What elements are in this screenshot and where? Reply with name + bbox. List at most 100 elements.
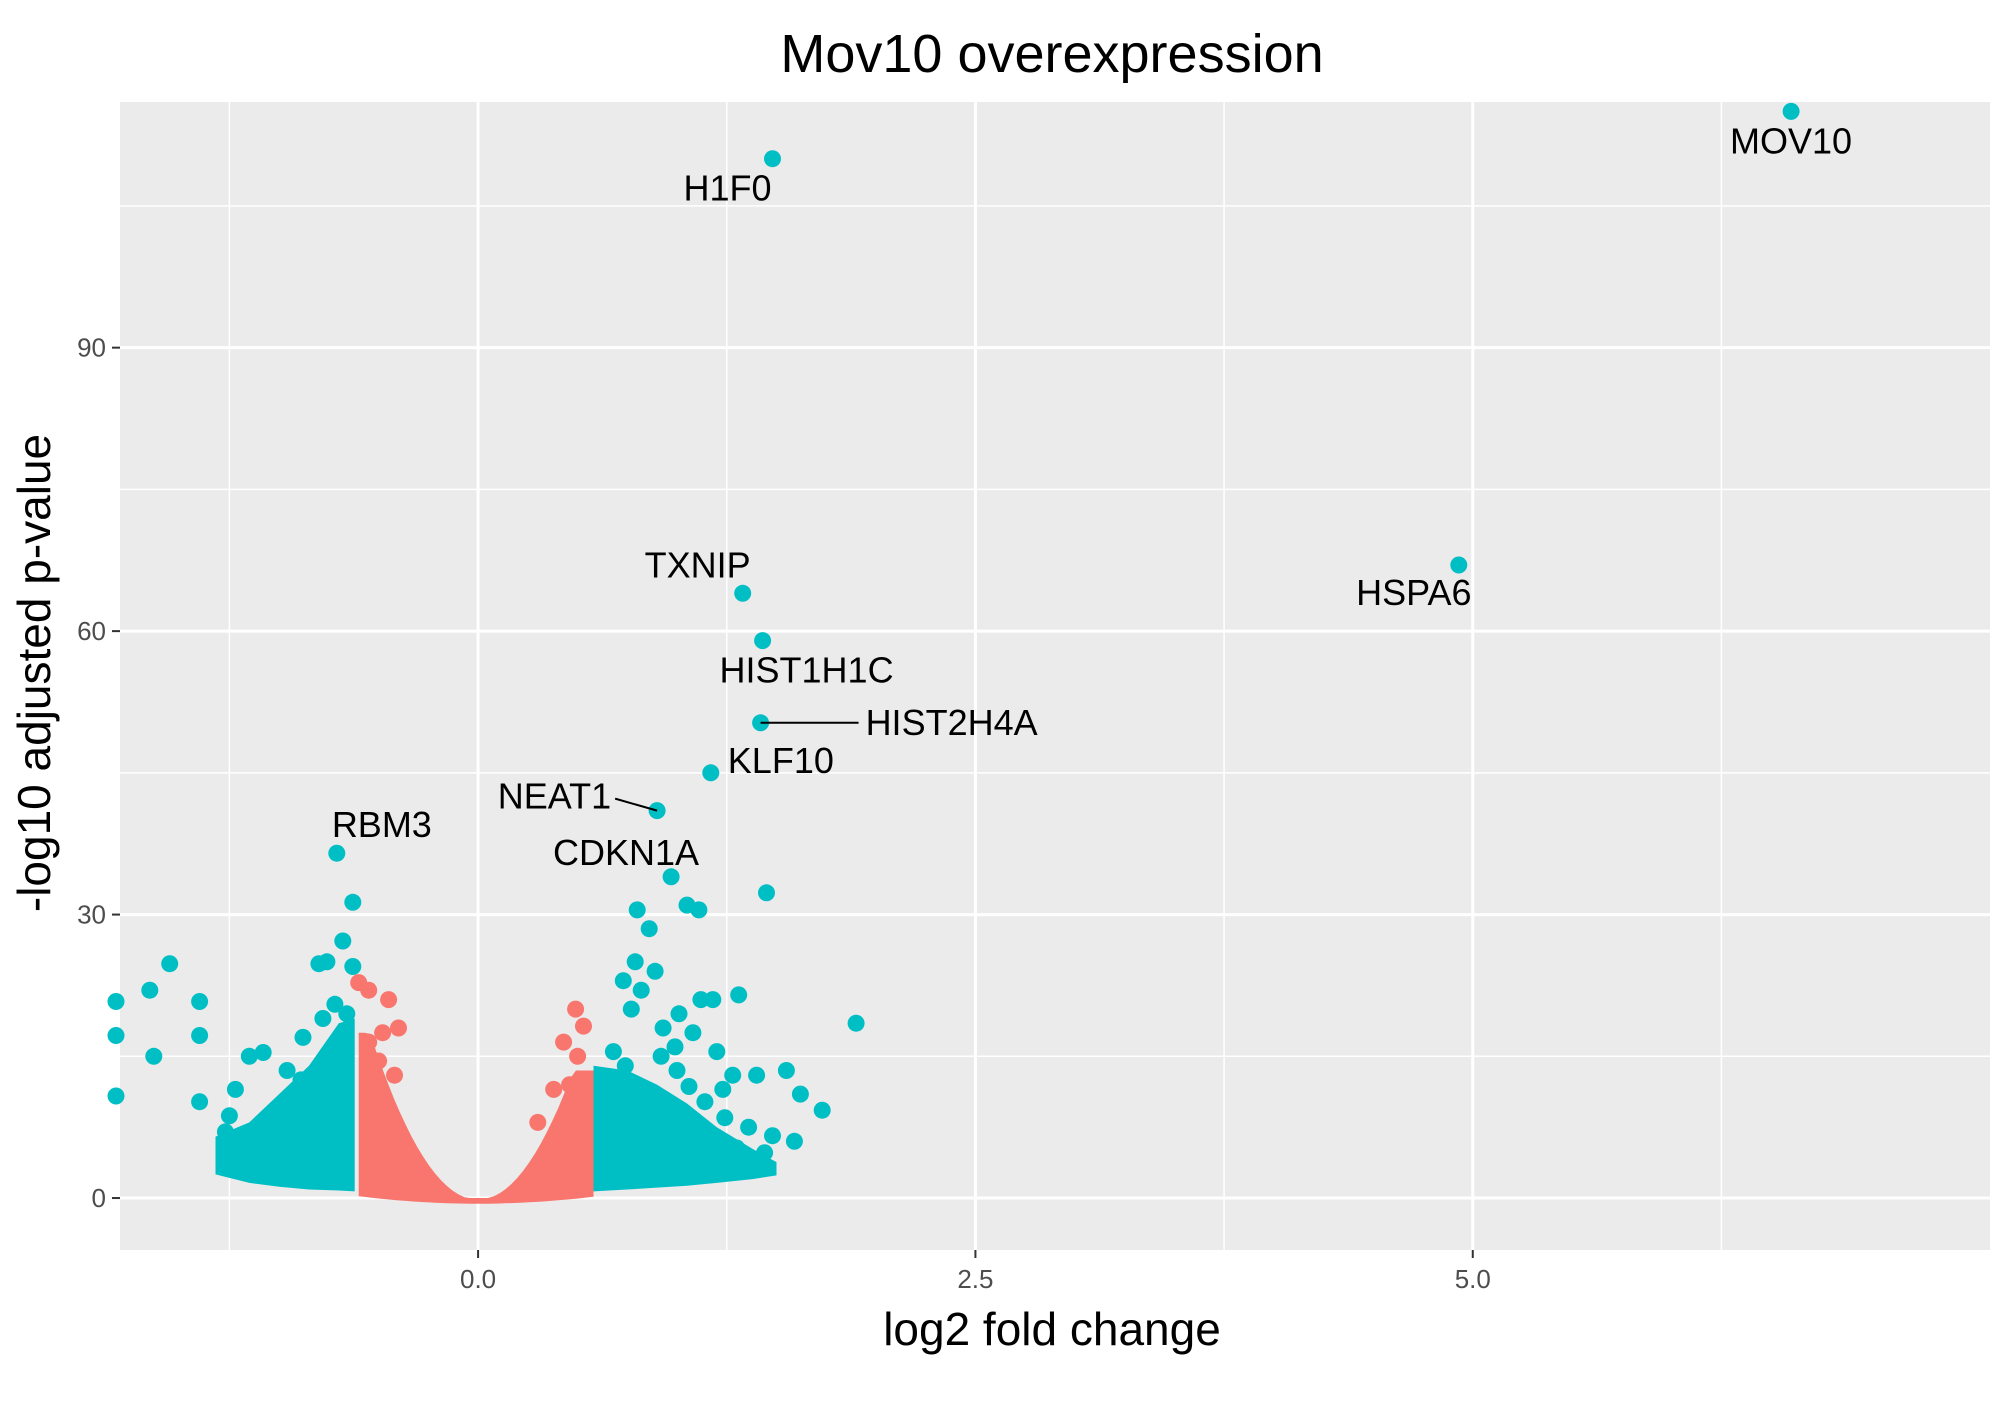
significant-point bbox=[226, 1080, 244, 1098]
significant-point bbox=[692, 1156, 710, 1174]
significant-point bbox=[710, 1149, 728, 1167]
non-significant-point bbox=[370, 1052, 388, 1070]
significant-point bbox=[777, 1062, 795, 1079]
label-leader-lines bbox=[614, 721, 859, 812]
significant-point bbox=[622, 1000, 640, 1018]
significant-point bbox=[107, 1087, 125, 1105]
significant-point bbox=[684, 1024, 702, 1042]
significant-point bbox=[328, 844, 346, 862]
significant-point bbox=[107, 993, 125, 1010]
significant-point bbox=[785, 1132, 803, 1150]
significant-point bbox=[632, 981, 650, 999]
non-significant-point bbox=[555, 1033, 573, 1051]
gene-label-txnip: TXNIP bbox=[645, 544, 751, 585]
gene-label-klf10: KLF10 bbox=[728, 740, 834, 781]
significant-point bbox=[326, 995, 344, 1013]
y-tick-label: 90 bbox=[77, 333, 106, 363]
significant-point bbox=[646, 962, 664, 980]
non-significant-point bbox=[529, 1113, 547, 1131]
gene-label-h1f0: H1F0 bbox=[683, 168, 771, 209]
gene-labels: MOV10 H1F0 HSPA6 TXNIP HIST1H1C HIST2H4A KLF10… bbox=[332, 120, 1852, 872]
significant-point bbox=[696, 1093, 714, 1111]
significant-point bbox=[161, 955, 179, 973]
significant-point bbox=[191, 993, 209, 1010]
significant-point bbox=[254, 1044, 272, 1061]
significant-point bbox=[754, 632, 772, 650]
gene-label-hist2h4a: HIST2H4A bbox=[866, 702, 1038, 743]
significant-point bbox=[740, 1118, 758, 1136]
significant-point bbox=[334, 932, 352, 950]
significant-point bbox=[294, 1128, 312, 1146]
significant-point bbox=[278, 1062, 296, 1079]
non-significant-point bbox=[561, 1076, 579, 1094]
significant-point bbox=[758, 884, 775, 902]
significant-point bbox=[338, 1005, 356, 1023]
significant-point bbox=[141, 981, 159, 999]
significant-point bbox=[640, 920, 658, 938]
significant-point bbox=[716, 1109, 734, 1127]
significant-point bbox=[690, 901, 708, 919]
significant-point bbox=[314, 1010, 332, 1027]
non-significant-point bbox=[360, 981, 378, 999]
significant-point bbox=[692, 991, 710, 1009]
significant-point bbox=[668, 1062, 686, 1079]
significant-point bbox=[652, 1047, 670, 1065]
significant-point bbox=[310, 955, 328, 973]
significant-point bbox=[847, 1014, 865, 1032]
chart-title: Mov10 overexpression bbox=[780, 24, 1323, 84]
significant-point bbox=[326, 1057, 344, 1075]
significant-point bbox=[624, 1142, 642, 1160]
significant-point bbox=[191, 1093, 209, 1111]
significant-point bbox=[764, 150, 781, 168]
significant-point bbox=[304, 1095, 322, 1112]
significant-point bbox=[344, 958, 362, 975]
significant-point bbox=[734, 584, 752, 602]
non-significant-cloud-core bbox=[358, 1032, 594, 1204]
significant-point bbox=[1782, 102, 1800, 120]
significant-point bbox=[644, 1132, 662, 1150]
significant-point bbox=[702, 764, 720, 782]
significant-point bbox=[724, 1066, 742, 1084]
significant-point bbox=[666, 1038, 684, 1056]
non-significant-point bbox=[374, 1024, 392, 1042]
significant-point bbox=[680, 1078, 698, 1095]
non-significant-point bbox=[380, 991, 398, 1009]
significant-cloud-left bbox=[215, 1018, 355, 1192]
significant-point bbox=[704, 991, 722, 1009]
plot-panel bbox=[120, 102, 1990, 1250]
significant-point bbox=[107, 1027, 125, 1044]
gene-label-cdkn1a: CDKN1A bbox=[553, 832, 699, 873]
significant-point bbox=[604, 1043, 622, 1061]
significant-point bbox=[676, 1113, 694, 1131]
significant-point bbox=[220, 1107, 238, 1125]
significant-point bbox=[730, 986, 748, 1004]
significant-point bbox=[344, 893, 362, 911]
significant-point bbox=[1450, 556, 1468, 574]
non-significant-point bbox=[390, 1019, 407, 1037]
significant-point bbox=[145, 1047, 163, 1065]
axis-ticks: 0.0 2.5 5.0 0 30 60 90 bbox=[77, 333, 1491, 1294]
significant-point bbox=[280, 1149, 298, 1167]
gene-label-hist1h1c: HIST1H1C bbox=[720, 650, 894, 691]
significant-point bbox=[614, 972, 632, 990]
significant-point bbox=[294, 1028, 312, 1046]
y-tick-label: 60 bbox=[77, 616, 106, 646]
x-tick-label: 2.5 bbox=[957, 1264, 993, 1294]
significant-point bbox=[756, 1144, 774, 1162]
significant-point bbox=[714, 1080, 732, 1098]
non-significant-point bbox=[360, 1033, 378, 1051]
significant-point bbox=[628, 901, 646, 919]
significant-point bbox=[728, 1139, 746, 1157]
y-tick-label: 30 bbox=[77, 900, 106, 930]
points bbox=[107, 102, 1800, 1174]
significant-point bbox=[600, 1104, 618, 1122]
significant-point bbox=[234, 1132, 252, 1150]
gene-label-hspa6: HSPA6 bbox=[1356, 572, 1471, 613]
significant-point bbox=[626, 953, 644, 971]
x-tick-label: 5.0 bbox=[1455, 1264, 1491, 1294]
non-significant-point bbox=[575, 1017, 592, 1035]
significant-point bbox=[600, 1156, 618, 1174]
non-significant-point bbox=[569, 1047, 587, 1065]
